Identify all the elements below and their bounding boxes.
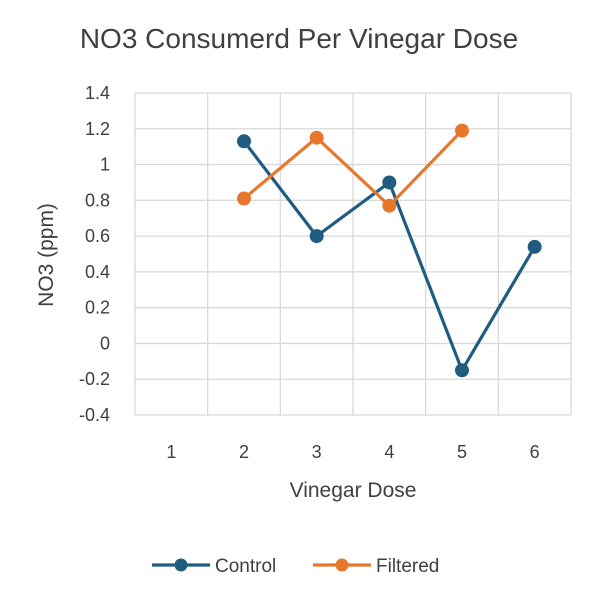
series [237, 123, 542, 378]
legend-label: Control [215, 556, 276, 577]
data-point [455, 123, 469, 138]
legend: Control Filtered [152, 556, 439, 577]
y-tick-label: 0 [100, 333, 110, 353]
tick-labels: -0.4 -0.2 0 0.2 0.4 0.6 0.8 1 1.2 1.4 1 2 3 4 5 6 [79, 83, 540, 462]
data-point [455, 363, 469, 378]
x-tick-label: 1 [166, 442, 176, 462]
data-point [527, 239, 542, 254]
y-tick-label: 0.6 [85, 226, 110, 246]
data-point [309, 130, 324, 145]
y-tick-label: 1.4 [85, 83, 110, 103]
legend-marker [174, 558, 188, 572]
x-tick-label: 5 [457, 442, 467, 462]
x-axis-title: Vinegar Dose [290, 479, 417, 502]
series-filtered [237, 123, 469, 213]
y-tick-label: 0.8 [85, 190, 110, 210]
series-line [242, 129, 464, 208]
y-tick-label: -0.4 [79, 405, 110, 425]
legend-item-filtered: Filtered [313, 556, 439, 577]
y-tick-label: 0.2 [85, 298, 110, 318]
data-point [382, 198, 397, 213]
data-point [237, 134, 251, 149]
x-tick-label: 6 [530, 442, 540, 462]
x-tick-label: 2 [239, 442, 249, 462]
data-point [237, 191, 251, 206]
x-tick-label: 4 [384, 442, 394, 462]
series-control [237, 134, 542, 378]
gridlines [134, 92, 572, 416]
chart-title: NO3 Consumerd Per Vinegar Dose [80, 23, 518, 54]
y-tick-label: 1 [100, 155, 110, 175]
y-tick-label: 1.2 [85, 119, 110, 139]
legend-label: Filtered [376, 556, 439, 577]
y-tick-label: 0.4 [85, 262, 110, 282]
legend-item-control: Control [152, 556, 276, 577]
data-point [309, 229, 324, 244]
x-tick-label: 3 [312, 442, 322, 462]
legend-marker [335, 558, 349, 572]
y-axis-title: NO3 (ppm) [35, 203, 58, 307]
data-point [382, 175, 397, 190]
y-tick-label: -0.2 [79, 369, 110, 389]
